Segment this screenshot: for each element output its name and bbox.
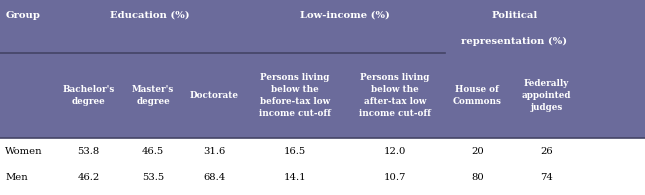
Text: Doctorate: Doctorate (190, 91, 239, 100)
Text: representation (%): representation (%) (461, 37, 568, 46)
Text: Low-income (%): Low-income (%) (300, 11, 390, 20)
Text: Men: Men (5, 173, 28, 183)
Bar (0, 0, 645, 138)
Text: 80: 80 (471, 173, 484, 183)
Text: Persons living
below the
after-tax low
income cut-off: Persons living below the after-tax low i… (359, 73, 431, 118)
Text: 46.2: 46.2 (77, 173, 100, 183)
Text: 53.5: 53.5 (142, 173, 164, 183)
Text: 12.0: 12.0 (384, 147, 406, 156)
Text: Federally
appointed
judges: Federally appointed judges (522, 79, 571, 112)
Text: 20: 20 (471, 147, 484, 156)
Text: 16.5: 16.5 (284, 147, 306, 156)
Text: Women: Women (5, 147, 43, 156)
Text: 10.7: 10.7 (384, 173, 406, 183)
Text: Bachelor's
degree: Bachelor's degree (63, 85, 115, 106)
Text: 26: 26 (541, 147, 553, 156)
Bar (0, 138, 645, 195)
Text: 14.1: 14.1 (284, 173, 306, 183)
Text: House of
Commons: House of Commons (453, 85, 502, 106)
Text: 46.5: 46.5 (142, 147, 164, 156)
Text: 68.4: 68.4 (203, 173, 226, 183)
Text: 31.6: 31.6 (203, 147, 226, 156)
Text: 53.8: 53.8 (77, 147, 100, 156)
Text: 74: 74 (541, 173, 553, 183)
Text: Group: Group (5, 11, 40, 20)
Text: Persons living
below the
before-tax low
income cut-off: Persons living below the before-tax low … (259, 73, 331, 118)
Text: Political: Political (491, 11, 537, 20)
Text: Master's
degree: Master's degree (132, 85, 174, 106)
Text: Education (%): Education (%) (110, 11, 190, 20)
